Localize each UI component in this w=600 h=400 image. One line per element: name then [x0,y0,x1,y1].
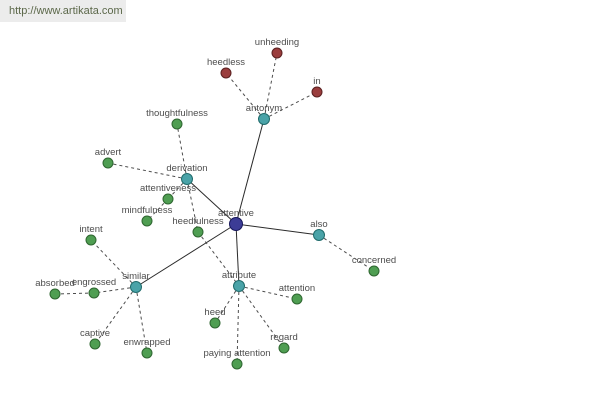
node-engrossed[interactable] [88,287,100,299]
edge-attribute-regard [238,285,285,349]
edge-similar-intent [90,239,137,288]
node-label-derivation: derivation [166,163,207,174]
node-captive[interactable] [89,338,101,350]
node-label-advert: advert [95,147,122,158]
edge-attribute-attention [238,285,298,300]
node-derivation[interactable] [181,173,193,185]
node-regard[interactable] [278,342,290,354]
node-paying-attention[interactable] [231,358,243,370]
edge-similar-enwrapped [135,286,148,354]
node-in[interactable] [311,86,323,98]
node-label-paying-attention: paying attention [203,348,270,359]
node-label-engrossed: engrossed [72,277,116,288]
node-heedfulness[interactable] [192,226,204,238]
node-unheeding[interactable] [271,47,283,59]
edge-derivation-attentiveness [167,178,188,200]
node-enwrapped[interactable] [141,347,153,359]
node-label-mindfulness: mindfulness [122,205,173,216]
node-label-heed: heed [204,307,225,318]
edge-similar-engrossed [93,286,137,294]
node-label-thoughtfulness: thoughtfulness [146,108,208,119]
node-label-antonym: antonym [246,103,283,114]
node-label-unheeding: unheeding [255,37,299,48]
node-mindfulness[interactable] [141,215,153,227]
node-attentiveness[interactable] [162,193,174,205]
node-absorbed[interactable] [49,288,61,300]
node-antonym[interactable] [258,113,270,125]
node-label-attribute: attribute [222,270,256,281]
node-label-captive: captive [80,328,110,339]
url-text: http://www.artikata.com [9,5,123,17]
edge-engrossed-absorbed [54,292,95,295]
node-advert[interactable] [102,157,114,169]
node-heedless[interactable] [220,67,232,79]
node-label-attentive: attentive [218,208,254,219]
edge-heedfulness-attribute [197,231,240,287]
node-concerned[interactable] [368,265,380,277]
edge-antonym-in [263,91,318,120]
node-label-heedless: heedless [207,57,245,68]
edge-antonym-heedless [225,72,265,120]
node-label-attentiveness: attentiveness [140,183,196,194]
node-label-concerned: concerned [352,255,396,266]
edge-attentive-also [235,223,320,236]
node-also[interactable] [313,229,325,241]
edge-derivation-advert [107,162,188,180]
node-label-intent: intent [79,224,103,235]
node-label-similar: similar [122,271,149,282]
node-label-heedfulness: heedfulness [172,216,223,227]
node-label-enwrapped: enwrapped [123,337,170,348]
url-bar[interactable]: http://www.artikata.com [0,0,126,22]
node-label-also: also [310,219,327,230]
node-attention[interactable] [291,293,303,305]
node-label-in: in [313,76,320,87]
edge-antonym-unheeding [263,52,278,120]
node-thoughtfulness[interactable] [171,118,183,130]
edge-attentive-attribute [235,223,240,287]
edge-attentive-antonym [235,118,265,225]
node-intent[interactable] [85,234,97,246]
node-label-absorbed: absorbed [35,278,75,289]
edge-attentive-similar [135,223,237,288]
edge-attribute-paying-attention [236,285,240,365]
node-label-attention: attention [279,283,315,294]
node-similar[interactable] [130,281,142,293]
edge-attentive-derivation [186,178,237,225]
node-heed[interactable] [209,317,221,329]
node-attentive[interactable] [229,217,243,231]
edge-also-concerned [318,234,375,272]
node-attribute[interactable] [233,280,245,292]
node-label-regard: regard [270,332,297,343]
edge-attribute-heed [214,285,240,324]
